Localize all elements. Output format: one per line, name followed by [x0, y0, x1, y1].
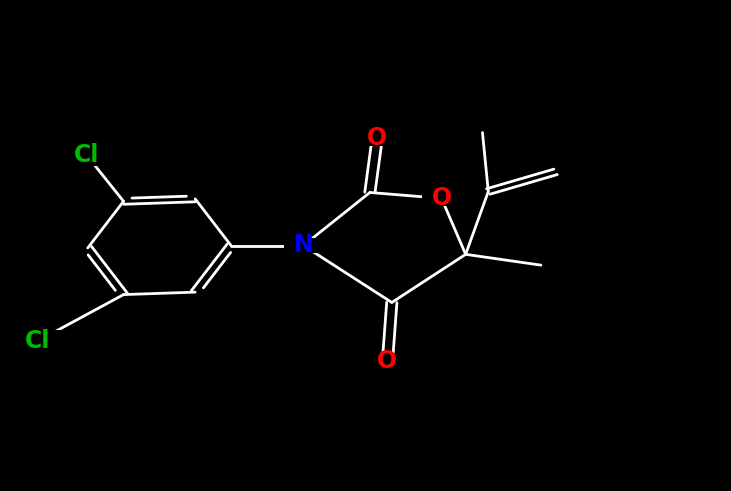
Text: O: O [367, 127, 387, 150]
Bar [368, 354, 407, 369]
Bar [10, 330, 64, 353]
Text: N: N [293, 234, 314, 257]
Bar [58, 143, 114, 166]
Text: Cl: Cl [25, 329, 50, 353]
Bar [284, 238, 323, 253]
Text: O: O [377, 350, 398, 373]
Text: Cl: Cl [74, 143, 99, 166]
Text: O: O [431, 187, 452, 210]
Bar [422, 191, 461, 206]
Bar [357, 131, 397, 146]
